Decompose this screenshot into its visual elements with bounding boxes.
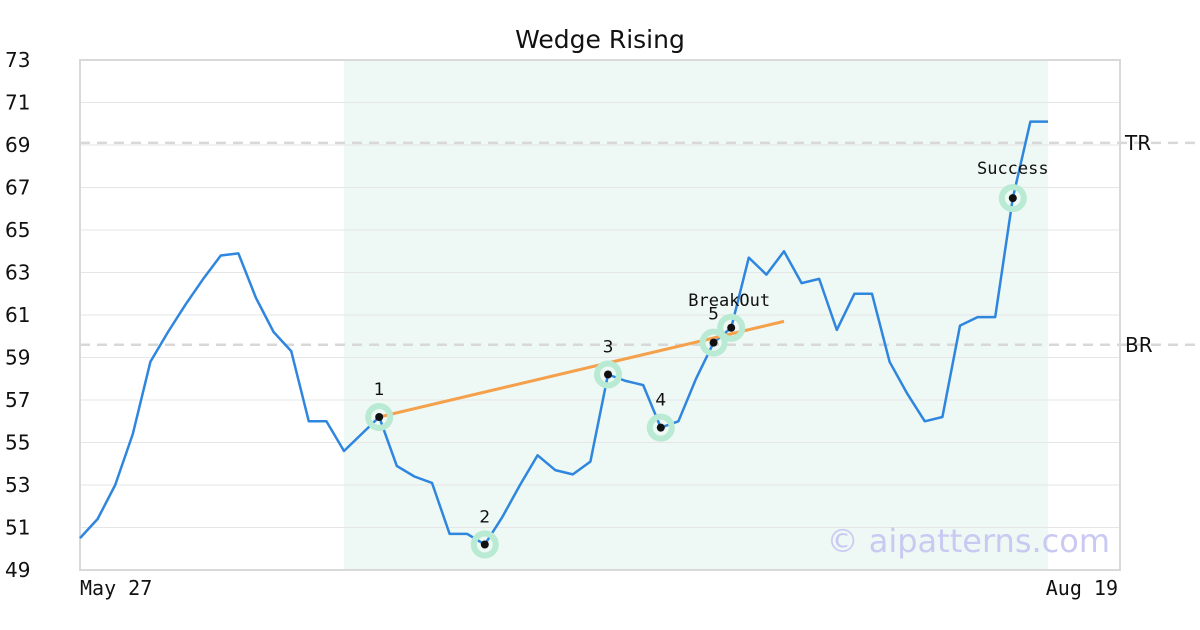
watermark: © aipatterns.com (827, 522, 1110, 560)
point-label-success: Success (977, 159, 1049, 179)
chart-title: Wedge Rising (515, 25, 685, 54)
point-marker-breakout (727, 323, 736, 332)
point-halo-3 (594, 360, 622, 389)
y-tick-label: 65 (5, 218, 30, 242)
y-tick-label: 53 (5, 473, 30, 497)
y-tick-label: 55 (5, 431, 30, 455)
plot-frame (79, 59, 1121, 571)
y-tick-label: 67 (5, 176, 30, 200)
reference-label-br: BR (1125, 333, 1153, 357)
point-halo-success (998, 184, 1027, 213)
y-tick-label: 61 (5, 303, 30, 327)
point-halo-breakout (717, 313, 746, 342)
point-label-4: 4 (655, 391, 666, 411)
x-tick-label: May 27 (80, 576, 152, 600)
wedge-trend-line (378, 319, 785, 419)
point-marker-1 (375, 413, 384, 421)
point-marker-2 (480, 540, 489, 549)
point-label-1: 1 (374, 380, 385, 400)
y-tick-label: 73 (5, 48, 30, 72)
point-marker-3 (604, 370, 612, 379)
point-label-breakout: BreakOut (688, 291, 770, 311)
y-tick-label: 71 (5, 91, 30, 115)
point-halo-2 (470, 530, 499, 559)
y-tick-label: 63 (5, 261, 30, 285)
y-tick-label: 51 (5, 516, 30, 540)
point-halo-5 (699, 328, 728, 357)
point-label-2: 2 (479, 508, 490, 528)
point-marker-success (1008, 194, 1017, 203)
point-halo-4 (646, 413, 675, 442)
price-line (79, 120, 1048, 546)
y-tick-label: 57 (5, 388, 30, 412)
point-label-3: 3 (603, 338, 614, 358)
point-halo-1 (365, 403, 394, 431)
point-label-5: 5 (708, 305, 719, 325)
x-tick-label: Aug 19 (1046, 576, 1118, 600)
reference-label-tr: TR (1124, 131, 1151, 155)
y-tick-label: 49 (5, 558, 30, 582)
y-tick-label: 69 (5, 133, 30, 157)
point-marker-5 (709, 338, 718, 347)
point-marker-4 (656, 423, 665, 432)
y-tick-label: 59 (5, 346, 30, 370)
